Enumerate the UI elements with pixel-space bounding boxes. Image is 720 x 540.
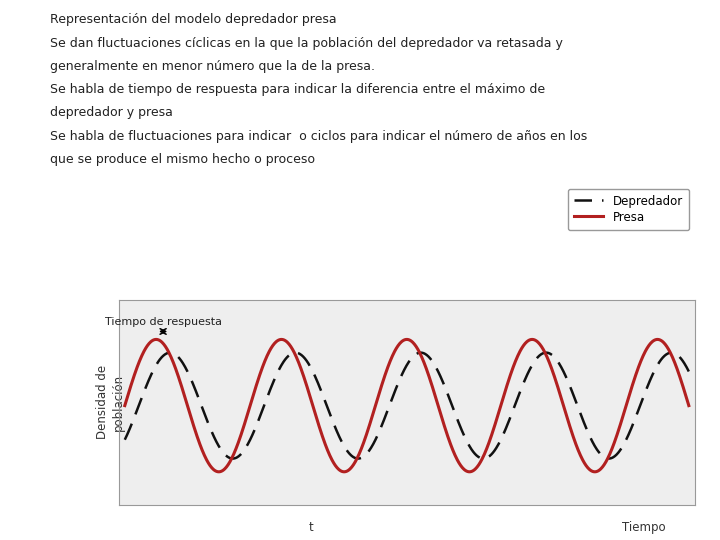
Text: Se habla de tiempo de respuesta para indicar la diferencia entre el máximo de: Se habla de tiempo de respuesta para ind… (50, 83, 546, 96)
Depredador (120, 436, 129, 443)
Presa (179, 388, 187, 394)
Text: Tiempo de respuesta: Tiempo de respuesta (104, 317, 222, 327)
Text: Representación del modelo depredador presa: Representación del modelo depredador pre… (50, 14, 337, 26)
Depredador (572, 399, 580, 405)
Presa (350, 461, 359, 467)
Text: depredador y presa: depredador y presa (50, 106, 174, 119)
Legend: Depredador, Presa: Depredador, Presa (568, 188, 689, 230)
Depredador (166, 349, 174, 356)
Text: Se habla de fluctuaciones para indicar  o ciclos para indicar el número de años : Se habla de fluctuaciones para indicar o… (50, 130, 588, 143)
Text: t: t (309, 522, 313, 535)
Depredador (179, 360, 187, 367)
Text: que se produce el mismo hecho o proceso: que se produce el mismo hecho o proceso (50, 153, 315, 166)
Presa (509, 364, 518, 370)
Depredador (350, 454, 359, 461)
Text: generalmente en menor número que la de la presa.: generalmente en menor número que la de l… (50, 60, 375, 73)
Depredador (370, 438, 379, 445)
Depredador (562, 373, 570, 380)
Presa (370, 406, 379, 413)
Presa (151, 336, 160, 343)
Presa (562, 410, 570, 416)
Presa (685, 402, 693, 409)
Line: Depredador: Depredador (125, 353, 689, 458)
Presa (214, 469, 222, 475)
Y-axis label: Densidad de
población: Densidad de población (96, 365, 125, 440)
Presa (572, 441, 580, 448)
Depredador (685, 368, 693, 375)
Line: Presa: Presa (125, 340, 689, 472)
Depredador (228, 455, 237, 462)
Presa (120, 402, 129, 409)
Depredador (509, 407, 518, 413)
Text: Se dan fluctuaciones cíclicas en la que la población del depredador va retasada : Se dan fluctuaciones cíclicas en la que … (50, 37, 563, 50)
Text: Tiempo: Tiempo (622, 522, 665, 535)
